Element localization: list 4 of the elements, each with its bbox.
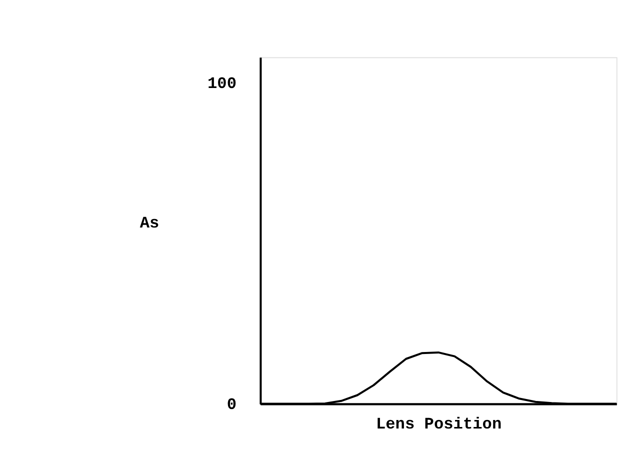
x-axis-title: Lens Position [376,415,502,434]
y-axis-title: As [140,214,160,233]
y-tick-label: 0 [226,396,237,414]
y-tick-label: 100 [208,75,237,94]
